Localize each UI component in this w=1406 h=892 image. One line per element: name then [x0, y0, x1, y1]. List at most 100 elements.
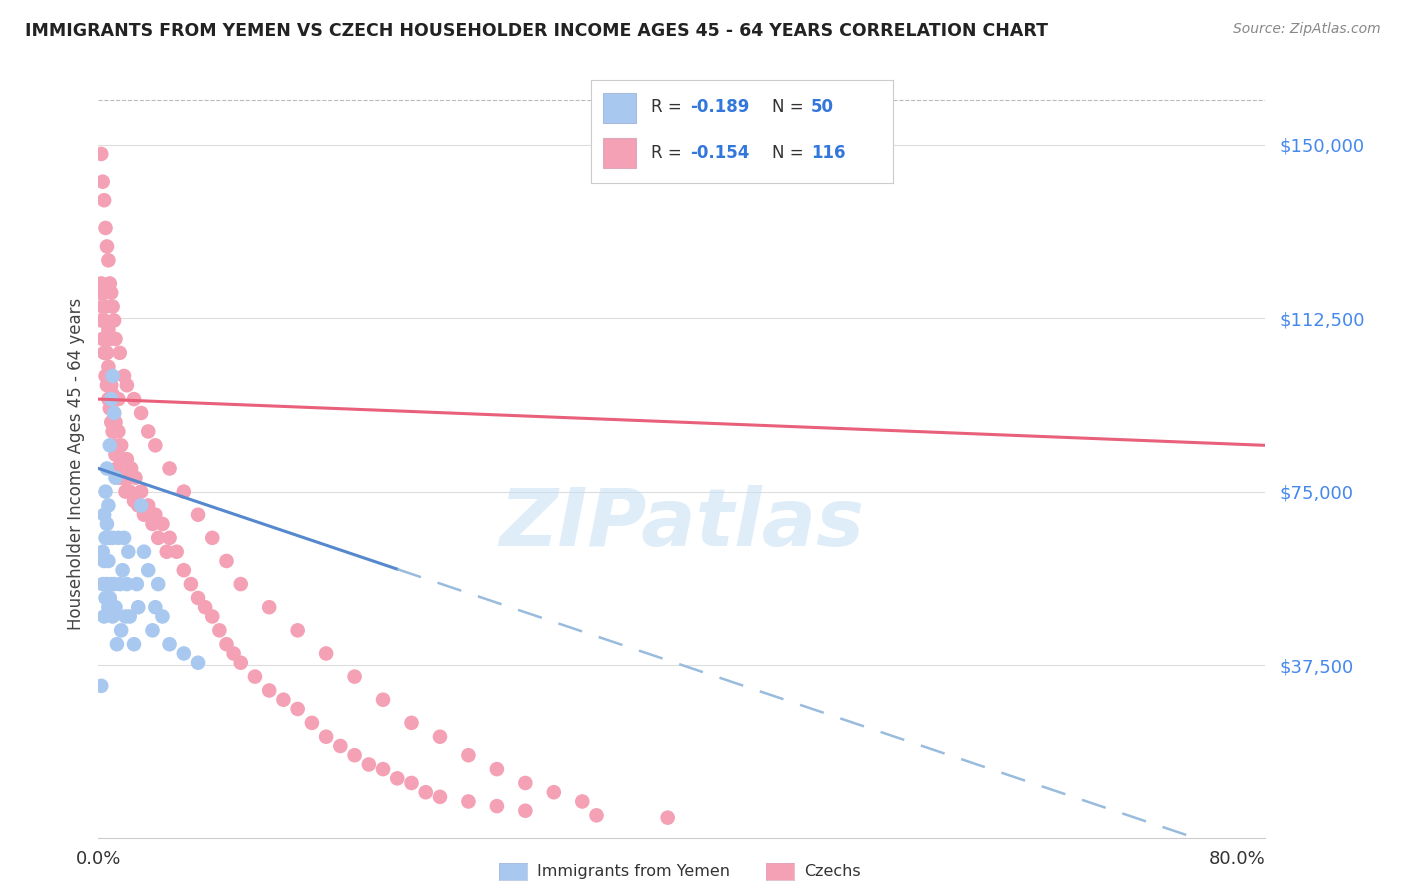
Point [104, 471, 127, 485]
Point [315, 730, 337, 744]
Point [90, 313, 112, 327]
Point [89, 285, 111, 300]
Point [91, 300, 114, 314]
Point [141, 516, 163, 531]
Point [96, 378, 118, 392]
Point [100, 392, 122, 406]
Point [111, 452, 134, 467]
Point [287, 702, 309, 716]
Point [112, 368, 135, 383]
Point [100, 378, 122, 392]
Point [132, 545, 155, 559]
Point [97, 323, 120, 337]
Point [97, 499, 120, 513]
Point [97, 359, 120, 374]
Point [122, 637, 145, 651]
Point [103, 438, 125, 452]
Text: IMMIGRANTS FROM YEMEN VS CZECH HOUSEHOLDER INCOME AGES 45 - 64 YEARS CORRELATION: IMMIGRANTS FROM YEMEN VS CZECH HOUSEHOLD… [25, 22, 1049, 40]
Point [108, 346, 131, 360]
Point [98, 368, 121, 383]
Point [159, 531, 181, 545]
Point [93, 508, 115, 522]
Text: Immigrants from Yemen: Immigrants from Yemen [537, 864, 730, 879]
Point [543, 785, 565, 799]
Point [105, 637, 128, 651]
Point [187, 656, 209, 670]
Point [129, 499, 152, 513]
Point [115, 452, 138, 467]
Point [110, 624, 132, 638]
Point [91, 175, 114, 189]
Point [127, 499, 149, 513]
Text: N =: N = [772, 98, 808, 117]
Point [94, 531, 117, 545]
Point [105, 461, 128, 475]
Point [243, 670, 266, 684]
Point [101, 531, 124, 545]
Point [180, 577, 202, 591]
Point [98, 531, 121, 545]
Point [173, 484, 195, 499]
Point [208, 624, 231, 638]
Point [117, 545, 139, 559]
Text: Czechs: Czechs [804, 864, 860, 879]
Point [97, 554, 120, 568]
Point [187, 591, 209, 605]
Point [127, 600, 149, 615]
Point [101, 368, 124, 383]
Point [100, 415, 122, 429]
Point [101, 425, 124, 439]
Point [222, 647, 245, 661]
Point [101, 387, 124, 401]
Point [107, 425, 129, 439]
Point [104, 415, 127, 429]
Point [129, 484, 152, 499]
Point [98, 401, 121, 416]
Point [136, 563, 159, 577]
Point [159, 461, 181, 475]
Point [90, 147, 112, 161]
Point [104, 332, 127, 346]
Point [329, 739, 352, 753]
Point [98, 591, 121, 605]
Point [371, 692, 394, 706]
Point [273, 692, 295, 706]
Point [93, 554, 115, 568]
Point [485, 799, 508, 814]
Point [98, 277, 121, 291]
Point [129, 406, 152, 420]
Point [117, 471, 139, 485]
Point [94, 300, 117, 314]
Text: R =: R = [651, 144, 688, 161]
Point [201, 609, 224, 624]
Point [122, 493, 145, 508]
Point [515, 804, 537, 818]
Text: -0.189: -0.189 [690, 98, 749, 117]
Point [90, 679, 112, 693]
Point [94, 221, 117, 235]
Point [93, 313, 115, 327]
Point [143, 438, 166, 452]
Point [148, 577, 170, 591]
Point [429, 789, 451, 804]
Point [111, 563, 134, 577]
Point [103, 406, 125, 420]
Point [93, 346, 115, 360]
Y-axis label: Householder Income Ages 45 - 64 years: Householder Income Ages 45 - 64 years [66, 298, 84, 630]
Point [94, 368, 117, 383]
Point [143, 600, 166, 615]
Point [108, 577, 131, 591]
Point [96, 461, 118, 475]
Point [115, 577, 138, 591]
Bar [603, 93, 636, 123]
Point [148, 531, 170, 545]
Point [343, 670, 366, 684]
Text: Source: ZipAtlas.com: Source: ZipAtlas.com [1233, 22, 1381, 37]
Point [107, 531, 129, 545]
Text: ZIPatlas: ZIPatlas [499, 484, 865, 563]
Point [141, 624, 163, 638]
Point [357, 757, 380, 772]
Point [387, 772, 409, 786]
Point [91, 545, 114, 559]
Point [107, 392, 129, 406]
